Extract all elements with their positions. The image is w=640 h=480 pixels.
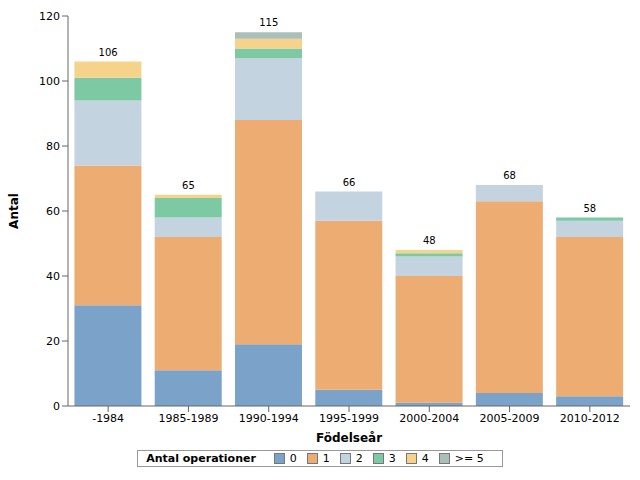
html-text:>= 5: >= 5	[454, 452, 484, 465]
svg-text:80: 80	[46, 140, 60, 153]
html-text:2: 2	[355, 452, 363, 465]
svg-text:2000-2004: 2000-2004	[399, 412, 459, 425]
html-text:1: 1	[322, 452, 330, 465]
svg-text:58: 58	[583, 203, 596, 214]
svg-text:120: 120	[39, 10, 60, 23]
html-text:0: 0	[289, 452, 297, 465]
svg-text:1985-1989: 1985-1989	[158, 412, 218, 425]
html-text:4: 4	[421, 452, 429, 465]
html-text:3: 3	[388, 452, 396, 465]
svg-text:40: 40	[46, 270, 60, 283]
svg-text:66: 66	[343, 177, 356, 188]
svg-text:-1984: -1984	[92, 412, 124, 425]
svg-text:Antal: Antal	[8, 193, 21, 229]
svg-text:2010-2012: 2010-2012	[560, 412, 620, 425]
svg-text:1990-1994: 1990-1994	[239, 412, 299, 425]
svg-text:60: 60	[46, 205, 60, 218]
svg-text:Födelseår: Födelseår	[316, 431, 382, 445]
svg-text:2005-2009: 2005-2009	[480, 412, 540, 425]
svg-text:100: 100	[39, 75, 60, 88]
html-text:Antal operationer: Antal operationer	[146, 452, 256, 465]
svg-text:0: 0	[53, 400, 60, 413]
svg-text:48: 48	[423, 235, 436, 246]
svg-text:65: 65	[182, 180, 195, 191]
svg-text:20: 20	[46, 335, 60, 348]
svg-text:1995-1999: 1995-1999	[319, 412, 379, 425]
svg-text:68: 68	[503, 170, 516, 181]
svg-text:106: 106	[99, 47, 118, 58]
svg-text:115: 115	[259, 17, 278, 28]
